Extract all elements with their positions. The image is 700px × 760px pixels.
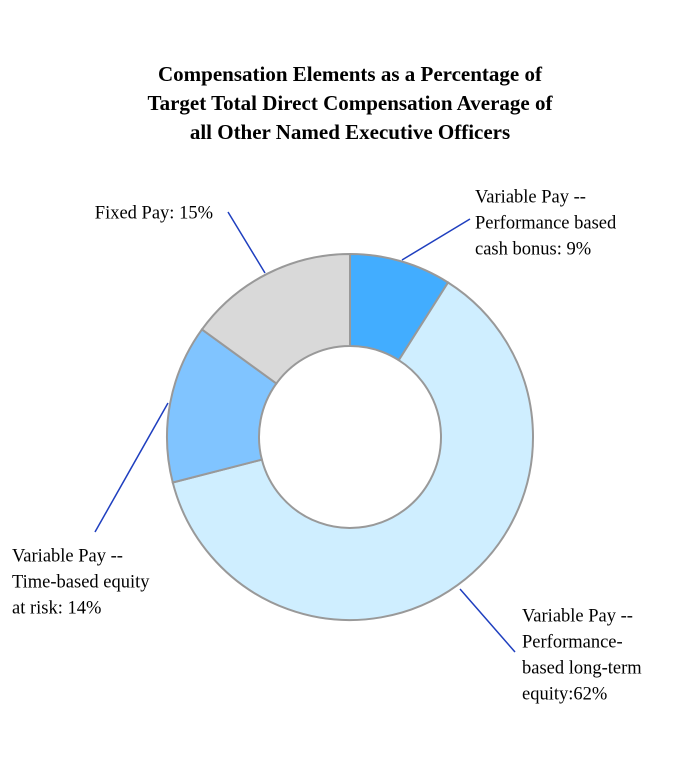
chart-title: Compensation Elements as a Percentage of <box>158 62 543 86</box>
slice-label: Fixed Pay: 15% <box>95 203 213 223</box>
slice-label: Performance- <box>522 632 623 652</box>
leader-line <box>459 588 516 653</box>
slice-label: Variable Pay -- <box>522 606 633 626</box>
leader-line <box>401 218 471 261</box>
chart-title: Target Total Direct Compensation Average… <box>148 91 554 115</box>
donut-slice <box>171 281 534 621</box>
slice-label: equity:62% <box>522 684 607 704</box>
slice-label: Variable Pay -- <box>475 187 586 207</box>
donut-slice <box>200 252 351 385</box>
slice-label: Variable Pay -- <box>12 546 123 566</box>
leader-line <box>227 211 266 274</box>
leader-line <box>94 402 169 533</box>
chart-title: all Other Named Executive Officers <box>190 120 510 144</box>
slice-label: Performance based <box>475 213 617 233</box>
slice-label: cash bonus: 9% <box>475 239 591 259</box>
slice-label: based long-term <box>522 658 642 678</box>
slice-label: Time-based equity <box>12 572 150 592</box>
slice-label: at risk: 14% <box>12 598 101 618</box>
